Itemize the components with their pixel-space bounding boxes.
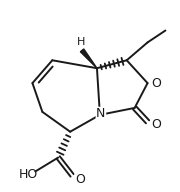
- Text: N: N: [96, 107, 106, 120]
- Polygon shape: [80, 49, 97, 68]
- Text: O: O: [152, 118, 161, 131]
- Text: O: O: [152, 77, 161, 90]
- Text: O: O: [75, 173, 85, 186]
- Text: H: H: [77, 37, 85, 47]
- Text: HO: HO: [19, 168, 38, 181]
